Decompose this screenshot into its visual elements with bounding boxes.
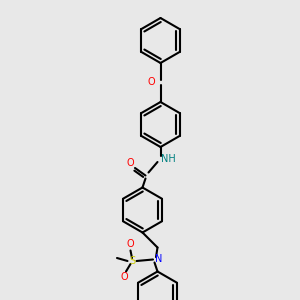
Text: O: O bbox=[127, 158, 134, 169]
Text: S: S bbox=[129, 256, 135, 266]
Text: N: N bbox=[155, 254, 163, 265]
Text: O: O bbox=[148, 77, 155, 88]
Text: NH: NH bbox=[160, 154, 175, 164]
Text: O: O bbox=[127, 239, 134, 250]
Text: O: O bbox=[121, 272, 128, 283]
